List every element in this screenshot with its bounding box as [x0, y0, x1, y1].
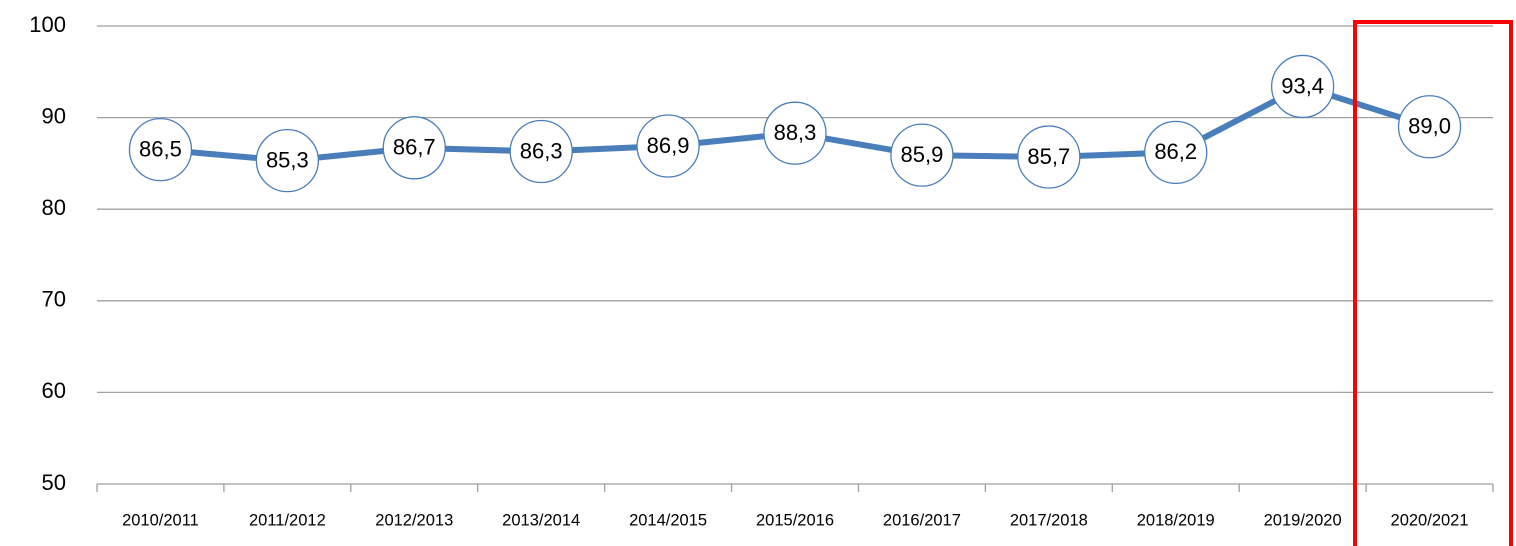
y-tick-label: 100	[29, 12, 66, 37]
value-label: 89,0	[1408, 114, 1451, 139]
x-tick-label: 2011/2012	[249, 511, 326, 529]
value-label: 85,3	[266, 147, 309, 172]
x-tick-label: 2015/2016	[756, 511, 834, 529]
value-label: 86,5	[139, 136, 182, 161]
value-label: 85,7	[1027, 144, 1070, 169]
point	[509, 119, 573, 184]
point	[382, 116, 446, 180]
y-tick-label: 80	[42, 195, 66, 220]
value-label: 85,9	[900, 142, 943, 167]
y-tick-label: 60	[42, 378, 66, 403]
point	[128, 118, 193, 182]
point	[763, 101, 827, 165]
point	[255, 129, 320, 193]
x-tick-label: 2017/2018	[1010, 511, 1088, 529]
x-tick-label: 2020/2021	[1391, 511, 1469, 529]
x-tick-label: 2019/2020	[1264, 511, 1342, 529]
x-tick-label: 2014/2015	[629, 511, 707, 529]
value-label: 86,2	[1154, 139, 1197, 164]
point	[1270, 54, 1335, 119]
point	[636, 114, 700, 178]
point	[890, 123, 954, 187]
x-tick-label: 2010/2011	[122, 511, 199, 529]
value-label: 86,7	[393, 135, 436, 160]
point	[1144, 120, 1208, 185]
value-label: 86,9	[647, 133, 690, 158]
value-label: 86,3	[520, 138, 563, 163]
value-label: 93,4	[1281, 73, 1324, 98]
value-label: 88,3	[774, 120, 817, 145]
x-tick-label: 2018/2019	[1137, 511, 1215, 529]
highlight-box	[1353, 20, 1513, 546]
x-tick-label: 2016/2017	[883, 511, 961, 529]
point	[1017, 125, 1081, 189]
x-tick-label: 2012/2013	[375, 511, 453, 529]
y-tick-label: 90	[42, 103, 66, 128]
point	[1397, 95, 1462, 159]
y-tick-label: 50	[42, 470, 66, 495]
y-tick-label: 70	[42, 287, 66, 312]
x-tick-label: 2013/2014	[502, 511, 580, 529]
